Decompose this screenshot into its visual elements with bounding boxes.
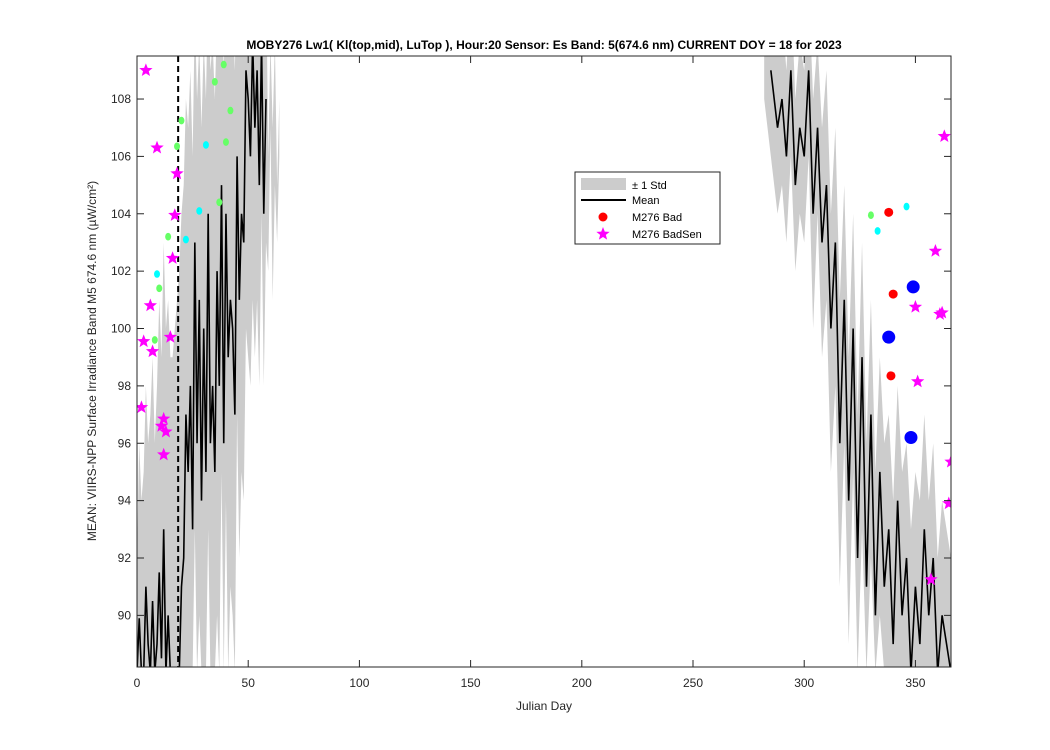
plot-frame (136, 55, 952, 668)
blue-point (882, 330, 896, 344)
badsen-star (908, 300, 923, 313)
green-point (178, 116, 185, 125)
green-point (151, 336, 158, 344)
badsen-star (137, 400, 149, 414)
green-point (165, 232, 172, 241)
bad-point (888, 289, 898, 299)
legend-swatch-badsen (596, 227, 610, 240)
badsen-star (143, 298, 157, 312)
x-tick-label: 150 (461, 676, 481, 690)
cyan-point (182, 235, 189, 244)
badsen-star (910, 374, 925, 388)
cyan-point (202, 141, 209, 149)
badsen-star (928, 244, 943, 257)
marker-layer (137, 60, 951, 586)
legend-swatch-bad (598, 212, 608, 222)
x-axis-label: Julian Day (516, 699, 572, 713)
y-tick-label: 98 (118, 379, 132, 393)
x-tick-label: 300 (794, 676, 814, 690)
legend: ± 1 Std Mean M276 Bad M276 BadSen (574, 171, 721, 245)
badsen-star (942, 496, 951, 510)
legend-label-bad: M276 Bad (632, 212, 682, 224)
x-tick-label: 350 (905, 676, 925, 690)
green-point (216, 198, 223, 207)
y-tick-label: 92 (118, 551, 132, 565)
x-tick-label: 250 (683, 676, 703, 690)
badsen-star (165, 251, 180, 264)
bad-point (886, 371, 896, 381)
chart-title: MOBY276 Lw1( Kl(top,mid), LuTop ), Hour:… (246, 38, 842, 52)
green-point (222, 138, 229, 146)
green-point (220, 60, 227, 69)
x-tick-label: 200 (572, 676, 592, 690)
badsen-star (137, 334, 151, 348)
cyan-point (874, 227, 881, 235)
badsen-star (139, 63, 153, 77)
green-point (174, 142, 181, 151)
y-axis-label: MEAN: VIIRS-NPP Surface Irradiance Band … (85, 181, 99, 541)
legend-label-badsen: M276 BadSen (632, 229, 702, 241)
x-tick-label: 100 (349, 676, 369, 690)
legend-label-std: ± 1 Std (632, 180, 667, 192)
green-point (211, 78, 218, 86)
x-tick-label: 0 (134, 676, 141, 690)
y-tick-label: 94 (118, 494, 132, 508)
badsen-star (924, 572, 938, 586)
green-point (867, 211, 874, 220)
badsen-star (154, 419, 169, 432)
badsen-star (157, 411, 171, 425)
mean-line-0 (137, 56, 267, 667)
std-band-1 (764, 56, 951, 667)
x-tick-label: 50 (242, 676, 256, 690)
green-point (156, 284, 163, 293)
y-tick-label: 108 (111, 92, 131, 106)
cyan-point (196, 207, 203, 215)
badsen-star (944, 454, 951, 468)
y-tick-label: 100 (111, 322, 131, 336)
green-point (227, 106, 234, 115)
legend-swatch-std (581, 178, 626, 190)
y-tick-label: 104 (111, 207, 131, 221)
legend-label-mean: Mean (632, 195, 660, 207)
mean-line-layer (137, 56, 951, 667)
badsen-star (157, 447, 171, 461)
y-tick-label: 96 (118, 436, 132, 450)
badsen-star (168, 208, 182, 221)
blue-point (906, 280, 920, 294)
badsen-star (150, 140, 164, 154)
badsen-star (170, 166, 184, 180)
cyan-point (903, 202, 910, 211)
axis-ticks: 0 50 100 150 200 250 300 350 90 92 94 96 98 100 102 104… (111, 56, 951, 690)
y-tick-label: 106 (111, 149, 131, 163)
badsen-star (163, 330, 178, 343)
bad-point (884, 207, 894, 217)
badsen-star (935, 305, 949, 319)
badsen-star (937, 129, 951, 142)
badsen-star (159, 424, 173, 438)
y-tick-label: 102 (111, 264, 131, 278)
mean-line-1 (770, 70, 951, 667)
blue-point (904, 431, 918, 445)
cyan-point (154, 270, 161, 278)
y-tick-label: 90 (118, 608, 132, 622)
badsen-star (145, 344, 160, 358)
